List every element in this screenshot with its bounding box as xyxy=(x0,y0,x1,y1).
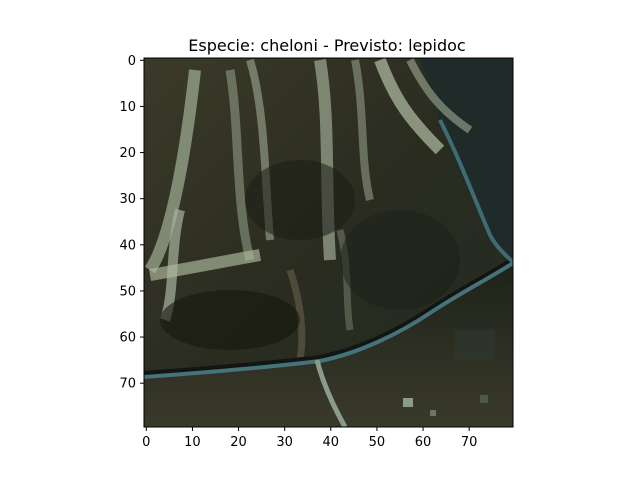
y-tick-label: 60 xyxy=(119,331,136,346)
x-tick-label: 60 xyxy=(415,435,432,450)
x-tick-label: 10 xyxy=(184,435,201,450)
x-tick-label: 0 xyxy=(142,435,150,450)
y-tick-label: 10 xyxy=(119,100,136,115)
x-tick-label: 70 xyxy=(461,435,478,450)
image-panel xyxy=(143,57,514,428)
photo-crop xyxy=(144,58,513,427)
x-tick-label: 40 xyxy=(323,435,340,450)
x-tick-label: 30 xyxy=(276,435,293,450)
y-tick-label: 70 xyxy=(119,377,136,392)
x-tick-label: 20 xyxy=(230,435,247,450)
y-tick-label: 20 xyxy=(119,146,136,161)
y-tick-label: 40 xyxy=(119,238,136,253)
plot-title: Especie: cheloni - Previsto: lepidoc xyxy=(188,36,465,55)
x-axis: 0 10 20 30 40 50 60 70 xyxy=(142,427,477,450)
y-tick-label: 50 xyxy=(119,284,136,299)
y-tick-label: 30 xyxy=(119,192,136,207)
y-axis: 0 10 20 30 40 50 60 70 xyxy=(119,54,144,392)
x-tick-label: 50 xyxy=(369,435,386,450)
y-tick-label: 0 xyxy=(128,54,136,69)
